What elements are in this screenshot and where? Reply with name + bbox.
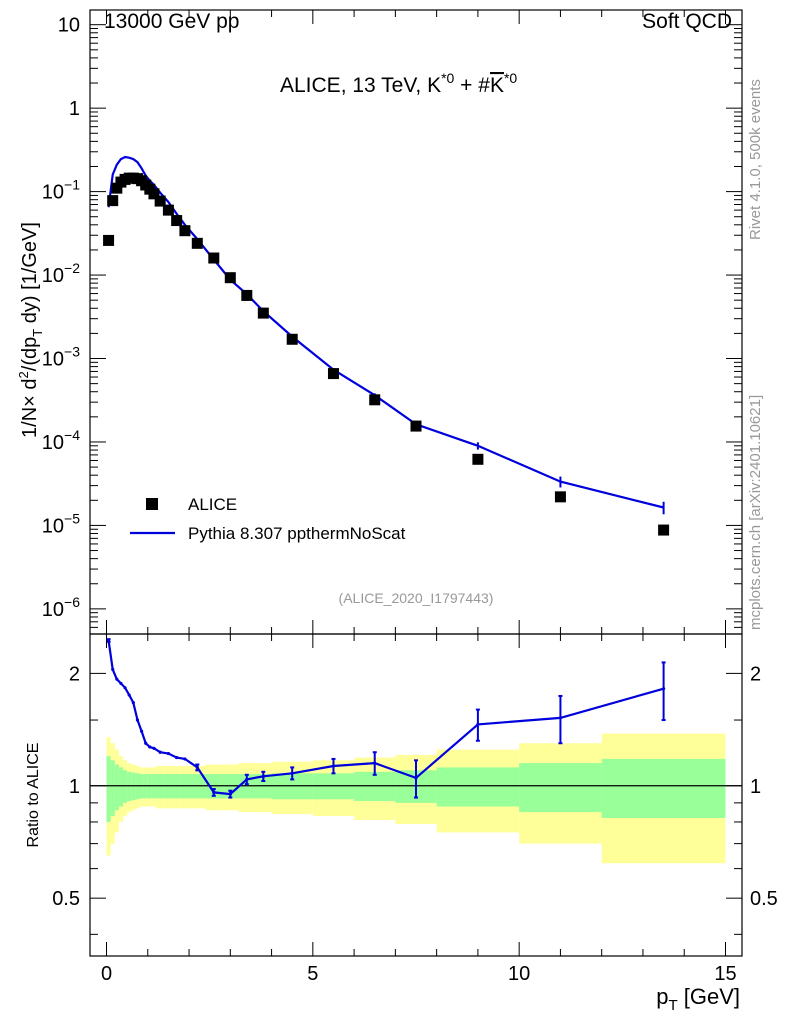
ratio-band-green (110, 760, 115, 816)
alice-point (224, 272, 236, 284)
alice-point (162, 204, 174, 216)
x-tick-label: 10 (508, 963, 530, 985)
ratio-point (106, 638, 111, 643)
ratio-point (131, 701, 135, 705)
alice-point (658, 524, 670, 536)
x-tick-label: 5 (307, 963, 318, 985)
y-tick-label: 10−3 (42, 344, 80, 371)
ratio-tick-label: 1 (69, 776, 80, 798)
x-tick-label: 15 (714, 963, 736, 985)
ratio-plot-marks (106, 638, 666, 799)
alice-point (410, 420, 422, 432)
ratio-point (158, 750, 162, 754)
legend-label-pythia: Pythia 8.307 ppthermNoScat (188, 524, 406, 543)
ratio-point (127, 693, 131, 697)
ratio-point (558, 716, 563, 720)
x-axis-label: pT [GeV] (656, 984, 740, 1014)
plot-title: ALICE, 13 TeV, K*0 + #K*0 (280, 70, 517, 97)
alice-point (257, 307, 269, 319)
ratio-point (476, 722, 480, 727)
legend-label-alice: ALICE (188, 495, 237, 514)
alice-point (554, 491, 566, 503)
ratio-point (261, 774, 265, 778)
ratio-plot-frame (89, 633, 743, 957)
ratio-tick-label: 2 (69, 663, 80, 685)
pythia-line (107, 155, 664, 509)
ratio-band-green (519, 763, 602, 813)
alice-point (103, 234, 115, 246)
ratio-point (212, 790, 216, 794)
alice-point (472, 453, 484, 465)
legend: ALICE Pythia 8.307 ppthermNoScat (130, 495, 406, 543)
rivet-label: Rivet 4.1.0, 500k events (747, 79, 764, 240)
alice-point (179, 225, 191, 237)
ratio-point (228, 792, 232, 796)
ratio-point (373, 761, 377, 765)
analysis-id: (ALICE_2020_I1797443) (339, 590, 494, 606)
alice-point (148, 188, 160, 200)
alice-point (171, 215, 183, 227)
alice-point (107, 195, 119, 207)
y-tick-label: 10−4 (42, 427, 80, 454)
ratio-band-green (106, 756, 111, 822)
ratio-point (290, 771, 294, 775)
ratio-y-axis-label: Ratio to ALICE (25, 743, 42, 848)
y-tick-label: 10−2 (42, 260, 80, 287)
alice-point (327, 368, 339, 380)
ratio-band-green (127, 771, 132, 802)
alice-point (241, 289, 253, 301)
ratio-band-green (601, 758, 726, 818)
ratio-tick-label-right: 2 (750, 663, 761, 685)
ratio-point (414, 776, 418, 780)
ratio-point (195, 765, 199, 770)
y-axis-label: 1/N× d2/(dpT dy) [1/GeV] (16, 222, 45, 438)
ratio-point (166, 751, 171, 756)
mcplots-label: mcplots.cern.ch [arXiv:2401.10621] (747, 395, 764, 630)
ratio-band-green (436, 767, 520, 807)
ratio-band-green (118, 767, 124, 807)
alice-point (111, 182, 123, 194)
alice-point (286, 333, 298, 345)
ratio-point (152, 746, 156, 750)
ratio-point (661, 687, 666, 691)
main-plot-marks (103, 155, 670, 536)
alice-point (191, 237, 203, 249)
y-tick-label: 10−5 (42, 510, 80, 537)
ratio-point (183, 757, 187, 761)
axes-ticks: 0 5 10 15 10 1 10−1 10−2 10−3 10−4 10−5 10−6 2 2 1 1 0.5… (42, 10, 778, 985)
ratio-point (119, 681, 123, 686)
ratio-point (148, 745, 152, 749)
legend-marker-alice (146, 498, 158, 510)
ratio-tick-label: 0.5 (52, 888, 80, 910)
ratio-point (135, 718, 140, 722)
header-right-label: Soft QCD (642, 10, 732, 33)
alice-point (208, 252, 220, 264)
alice-point (154, 195, 166, 207)
y-tick-label: 1 (69, 98, 80, 120)
ratio-tick-label-right: 0.5 (750, 888, 778, 910)
ratio-point (175, 755, 179, 760)
y-tick-label: 10 (58, 15, 80, 37)
ratio-band-green (354, 771, 396, 802)
y-tick-label: 10−1 (42, 177, 80, 204)
alice-point (369, 394, 381, 406)
ratio-band-green (123, 770, 128, 803)
ratio-point (115, 677, 119, 681)
ratio-point (144, 741, 148, 745)
x-tick-label: 0 (101, 963, 112, 985)
ratio-point (123, 686, 127, 690)
ratio-band-green (114, 764, 119, 811)
ratio-point (245, 777, 249, 782)
header-left-label: 13000 GeV pp (104, 10, 239, 33)
ratio-tick-label-right: 1 (750, 776, 761, 798)
ratio-point (139, 729, 144, 733)
ratio-line (107, 640, 664, 796)
ratio-point (331, 764, 336, 768)
ratio-point (111, 667, 115, 671)
y-tick-label: 10−6 (42, 594, 80, 621)
